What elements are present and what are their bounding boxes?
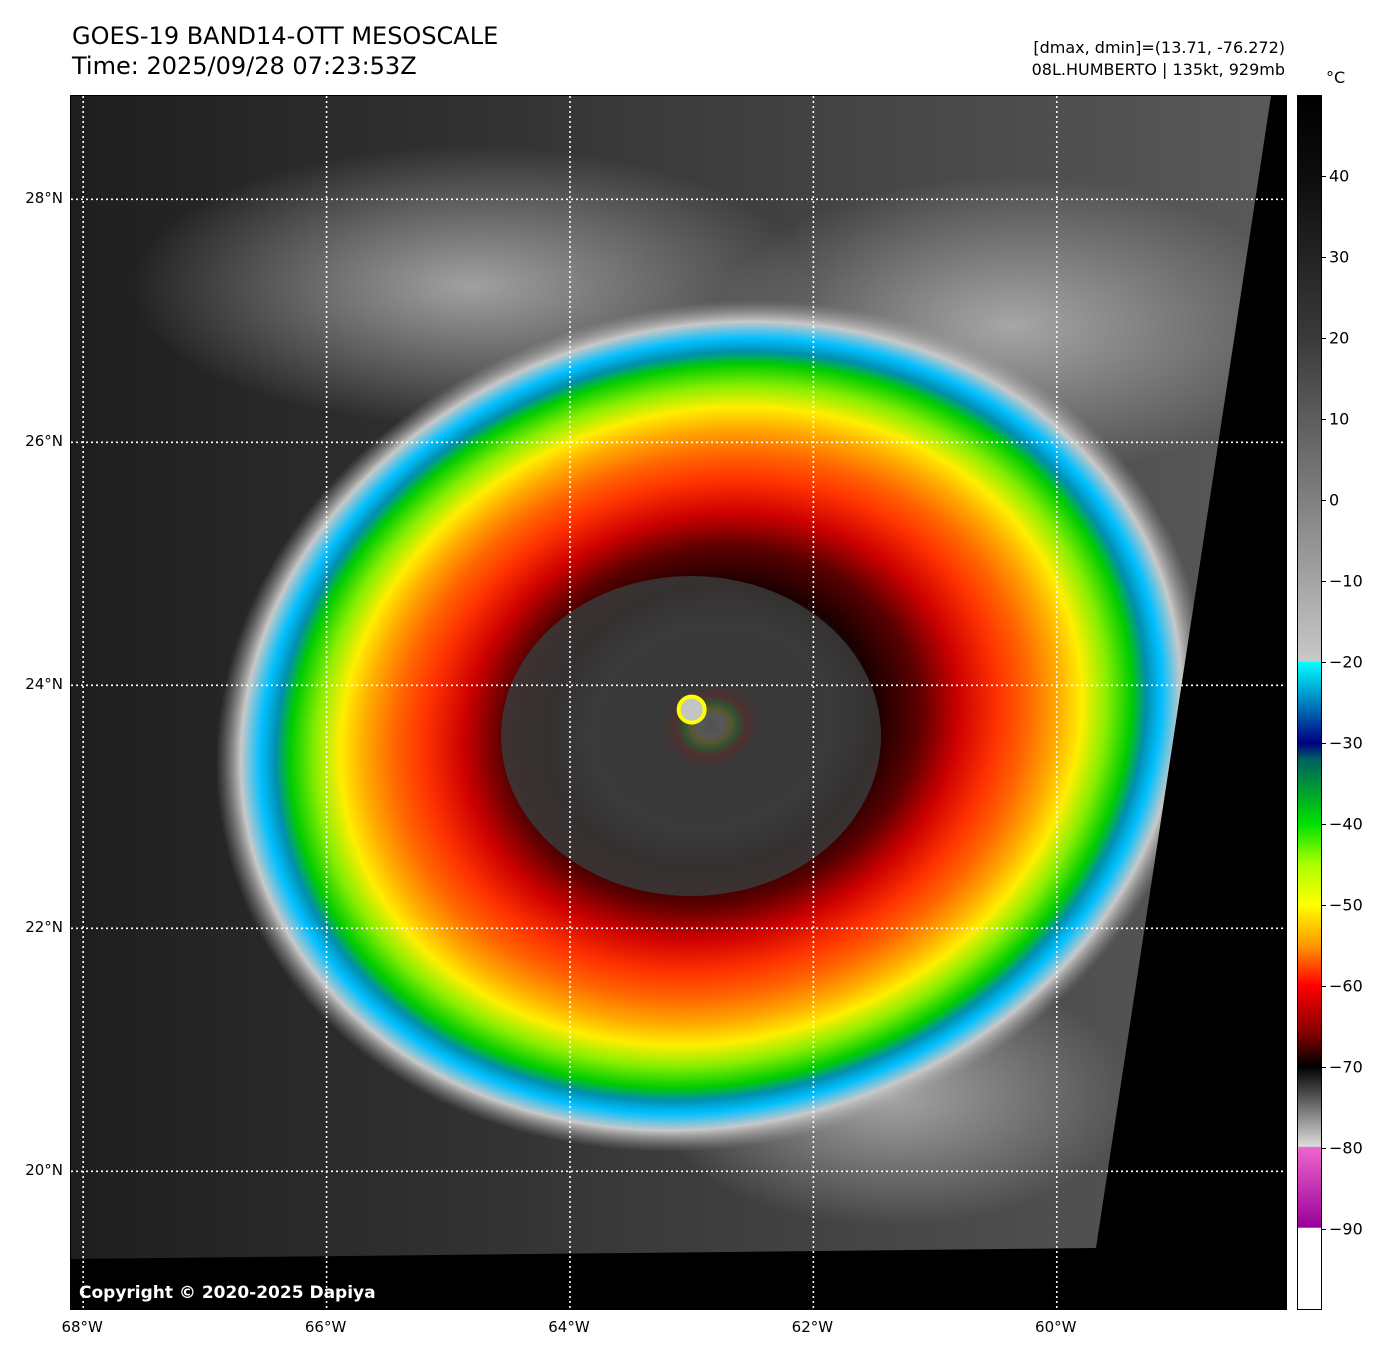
longitude-label: 68°W (61, 1318, 103, 1336)
latitude-label: 24°N (25, 675, 63, 694)
satellite-map: Copyright © 2020-2025 Dapiya (70, 95, 1287, 1310)
colorbar-tick-mark (1321, 743, 1326, 744)
colorbar-tick-label: −30 (1329, 733, 1363, 753)
colorbar-tick-label: 30 (1329, 247, 1350, 267)
colorbar-tick-label: −40 (1329, 814, 1363, 834)
latitude-label: 22°N (25, 918, 63, 937)
longitude-label: 64°W (548, 1318, 590, 1336)
colorbar-tick-label: −10 (1329, 571, 1363, 591)
colorbar-tick-mark (1321, 500, 1326, 501)
colorbar-tick-mark (1321, 581, 1326, 582)
colorbar-tick-mark (1321, 662, 1326, 663)
colorbar-tick-mark (1321, 905, 1326, 906)
latitude-label: 28°N (25, 189, 63, 208)
copyright-notice: Copyright © 2020-2025 Dapiya (79, 1283, 376, 1303)
colorbar-tick-label: −20 (1329, 652, 1363, 672)
colorbar-tick-label: −60 (1329, 976, 1363, 996)
colorbar-tick-mark (1321, 1067, 1326, 1068)
image-time: Time: 2025/09/28 07:23:53Z (72, 52, 417, 80)
colorbar-tick-mark (1321, 419, 1326, 420)
colorbar-tick-mark (1321, 824, 1326, 825)
colorbar-tick-label: 10 (1329, 409, 1350, 429)
longitude-label: 62°W (791, 1318, 834, 1336)
longitude-label: 66°W (304, 1318, 347, 1336)
longitude-label: 60°W (1035, 1318, 1077, 1336)
colorbar-tick-mark (1321, 176, 1326, 177)
latitude-label: 26°N (25, 432, 63, 451)
colorbar-tick-label: −90 (1329, 1219, 1363, 1239)
central-dense-overcast (501, 576, 881, 896)
colorbar-tick-mark (1321, 1148, 1326, 1149)
colorbar-tick-label: 20 (1329, 328, 1350, 348)
colorbar-tick-label: −70 (1329, 1057, 1363, 1077)
map-title: GOES-19 BAND14-OTT MESOSCALE (72, 22, 499, 50)
colorbar-unit: °C (1326, 68, 1346, 87)
temperature-range: [dmax, dmin]=(13.71, -76.272) (1033, 38, 1285, 57)
latitude-label: 20°N (25, 1161, 63, 1180)
hurricane-eye (676, 694, 707, 725)
colorbar-tick-mark (1321, 1229, 1326, 1230)
infrared-imagery (71, 96, 1286, 1309)
storm-info: 08L.HUMBERTO | 135kt, 929mb (1031, 60, 1285, 79)
colorbar-tick-label: 40 (1329, 166, 1350, 186)
colorbar-tick-mark (1321, 986, 1326, 987)
temperature-colorbar (1297, 95, 1322, 1310)
colorbar-tick-mark (1321, 338, 1326, 339)
colorbar-tick-label: 0 (1329, 490, 1340, 510)
no-data-region (71, 96, 1286, 1309)
colorbar-tick-label: −50 (1329, 895, 1363, 915)
colorbar-tick-label: −80 (1329, 1138, 1363, 1158)
colorbar-tick-mark (1321, 257, 1326, 258)
